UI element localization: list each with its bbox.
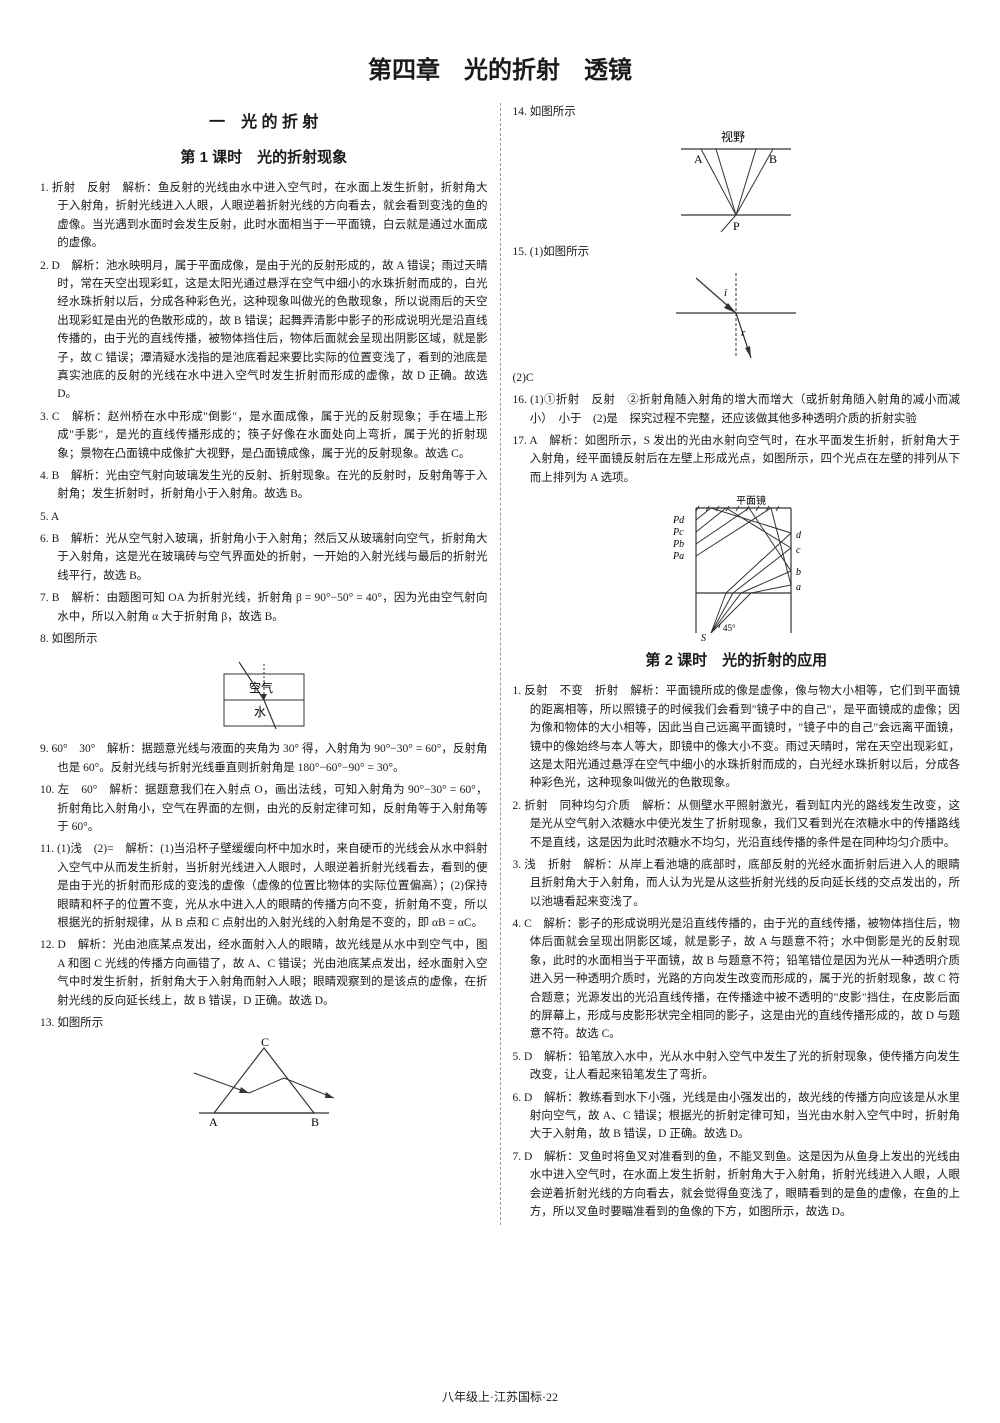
- q13: 13. 如图所示: [40, 1014, 488, 1032]
- label-b: b: [796, 567, 801, 578]
- q1: 1. 折射 反射 解析：鱼反射的光线由水中进入空气时，在水面上发生折射，折射角大…: [40, 179, 488, 253]
- lesson2-title: 第 2 课时 光的折射的应用: [513, 649, 961, 672]
- q12: 12. D 解析：光由池底某点发出，经水面射入人的眼睛，故光线是从水中到空气中，…: [40, 936, 488, 1010]
- column-divider: [500, 103, 501, 1225]
- page-footer: 八年级上·江苏国标·22: [0, 1388, 1000, 1405]
- lesson1-title: 第 1 课时 光的折射现象: [40, 146, 488, 169]
- l2q2: 2. 折射 同种均匀介质 解析：从侧壁水平照射激光，看到缸内光的路线发生改变，这…: [513, 797, 961, 852]
- figure-13: A B C: [40, 1038, 488, 1128]
- label-B: B: [311, 1115, 319, 1128]
- figure-17: 平面镜 Pd Pc Pb Pa d c b a: [513, 493, 961, 643]
- q10: 10. 左 60° 解析：据题意我们在入射点 O，画出法线，可知入射角为 90°…: [40, 781, 488, 836]
- q2: 2. D 解析：池水映明月，属于平面成像，是由于光的反射形成的，故 A 错误；雨…: [40, 257, 488, 404]
- l2q7: 7. D 解析：叉鱼时将鱼叉对准看到的鱼，不能叉到鱼。这是因为从鱼身上发出的光线…: [513, 1148, 961, 1222]
- left-column: 一 光 的 折 射 第 1 课时 光的折射现象 1. 折射 反射 解析：鱼反射的…: [40, 103, 488, 1225]
- q15b: (2)C: [513, 369, 961, 387]
- figure-8: 空气 水: [40, 654, 488, 734]
- label-Pb: Pb: [672, 539, 684, 550]
- label-vision: 视野: [721, 129, 745, 144]
- label-r: r: [741, 327, 746, 339]
- label-Pd: Pd: [672, 515, 685, 526]
- l2q3: 3. 浅 折射 解析：从岸上看池塘的底部时，底部反射的光经水面折射后进入人的眼睛…: [513, 856, 961, 911]
- q6: 6. B 解析：光从空气射入玻璃，折射角小于入射角；然后又从玻璃射向空气，折射角…: [40, 530, 488, 585]
- section-title: 一 光 的 折 射: [40, 111, 488, 136]
- label-A: A: [694, 152, 703, 166]
- label-water: 水: [254, 705, 266, 719]
- label-S: S: [701, 633, 706, 643]
- q5: 5. A: [40, 508, 488, 526]
- l2q1: 1. 反射 不变 折射 解析：平面镜所成的像是虚像，像与物大小相等，它们到平面镜…: [513, 682, 961, 792]
- q7: 7. B 解析：由题图可知 OA 为折射光线，折射角 β = 90°−50° =…: [40, 589, 488, 626]
- label-C: C: [261, 1038, 269, 1049]
- label-Pc: Pc: [672, 527, 684, 538]
- label-A: A: [209, 1115, 218, 1128]
- label-d: d: [796, 530, 802, 541]
- q14: 14. 如图所示: [513, 103, 961, 121]
- label-mirror: 平面镜: [736, 494, 766, 507]
- l2q6: 6. D 解析：教练看到水下小强，光线是由小强发出的，故光线的传播方向应该是从水…: [513, 1089, 961, 1144]
- figure-14: 视野 A B P: [513, 127, 961, 237]
- label-P: P: [733, 219, 740, 233]
- q3: 3. C 解析：赵州桥在水中形成"倒影"，是水面成像，属于光的反射现象；手在墙上…: [40, 408, 488, 463]
- label-Pa: Pa: [672, 551, 684, 562]
- q9: 9. 60° 30° 解析：据题意光线与液面的夹角为 30° 得，入射角为 90…: [40, 740, 488, 777]
- q16: 16. (1)①折射 反射 ②折射角随入射角的增大而增大（或折射角随入射角的减小…: [513, 391, 961, 428]
- q17: 17. A 解析：如图所示，S 发出的光由水射向空气时，在水平面发生折射，折射角…: [513, 432, 961, 487]
- figure-15: i r: [513, 268, 961, 363]
- label-i: i: [724, 287, 727, 299]
- q8: 8. 如图所示: [40, 630, 488, 648]
- l2q4: 4. C 解析：影子的形成说明光是沿直线传播的，由于光的直线传播，被物体挡住后，…: [513, 915, 961, 1044]
- label-c: c: [796, 545, 801, 556]
- chapter-title: 第四章 光的折射 透镜: [40, 50, 960, 85]
- q15: 15. (1)如图所示: [513, 243, 961, 261]
- l2q5: 5. D 解析：铅笔放入水中，光从水中射入空气中发生了光的折射现象，使传播方向发…: [513, 1048, 961, 1085]
- label-angle: 45°: [723, 623, 736, 633]
- right-column: 14. 如图所示 视野 A B P 15. (1)如图所示: [513, 103, 961, 1225]
- q4: 4. B 解析：光由空气射向玻璃发生光的反射、折射现象。在光的反射时，反射角等于…: [40, 467, 488, 504]
- q11: 11. (1)浅 (2)= 解析：(1)当沿杯子壁缓缓向杯中加水时，来自硬币的光…: [40, 840, 488, 932]
- label-a: a: [796, 582, 801, 593]
